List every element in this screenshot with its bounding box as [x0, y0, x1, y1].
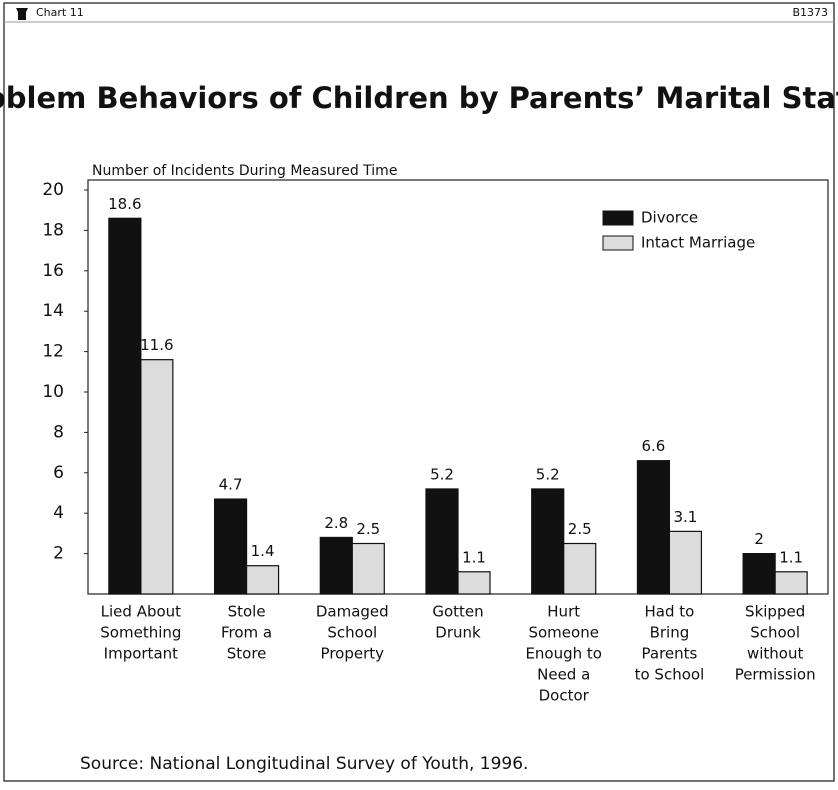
- y-tick-label: 2: [53, 544, 64, 564]
- bar: [668, 530, 703, 595]
- chart-title: Problem Behaviors of Children by Parents…: [0, 81, 838, 115]
- x-tick-label: Stole: [228, 603, 266, 621]
- bar: [245, 565, 280, 595]
- data-label: 1.4: [251, 542, 275, 560]
- bar: [774, 571, 808, 595]
- x-tick-label: Skipped: [745, 603, 805, 621]
- data-label: 2.8: [324, 514, 348, 532]
- bar: [108, 217, 142, 595]
- bar: [742, 552, 776, 595]
- y-tick-label: 12: [42, 342, 64, 362]
- legend-label: Intact Marriage: [641, 234, 755, 252]
- x-tick-label: Doctor: [539, 687, 590, 705]
- y-tick-label: 10: [42, 382, 64, 402]
- x-tick-label: Gotten: [432, 603, 483, 621]
- legend-swatch: [602, 235, 634, 251]
- data-label: 2.5: [356, 520, 380, 538]
- bar: [351, 542, 385, 595]
- bar: [140, 359, 174, 595]
- data-label: 4.7: [219, 476, 243, 494]
- x-tick-label: Something: [100, 624, 181, 642]
- bar: [457, 571, 491, 595]
- x-tick-label: Parents: [642, 645, 698, 663]
- x-tick-label: Important: [104, 645, 178, 663]
- source: Source: National Longitudinal Survey of …: [80, 754, 528, 774]
- data-label: 5.2: [536, 465, 560, 483]
- x-tick-label: Had to: [645, 603, 695, 621]
- x-tick-label: Enough to: [525, 645, 602, 663]
- x-tick-label: Damaged: [316, 603, 389, 621]
- bar: [636, 460, 671, 595]
- x-tick-label: Need a: [537, 666, 590, 684]
- x-tick-label: Someone: [528, 624, 598, 642]
- legend-label: Divorce: [641, 209, 698, 227]
- y-tick-label: 6: [53, 463, 64, 483]
- data-label: 6.6: [641, 437, 665, 455]
- bar: [213, 498, 248, 595]
- y-tick-label: 14: [42, 301, 64, 321]
- bar: [531, 488, 565, 595]
- x-tick-label: without: [747, 645, 804, 663]
- data-label: 18.6: [108, 195, 141, 213]
- bar: [425, 488, 459, 595]
- icon: [16, 8, 28, 20]
- chart-code: B1373: [792, 6, 828, 19]
- y-tick-label: 16: [42, 261, 64, 281]
- x-tick-label: Hurt: [547, 603, 580, 621]
- y-axis-label: Number of Incidents During Measured Time: [92, 163, 397, 179]
- data-label: 5.2: [430, 465, 454, 483]
- y-tick-label: 18: [42, 220, 64, 240]
- data-label: 3.1: [673, 508, 697, 526]
- x-tick-label: From a: [221, 624, 272, 642]
- data-label: 1.1: [462, 548, 486, 566]
- x-tick-label: Drunk: [435, 624, 481, 642]
- x-tick-label: Permission: [735, 666, 816, 684]
- x-tick-label: Store: [227, 645, 267, 663]
- x-tick-label: Lied About: [101, 603, 182, 621]
- y-tick-label: 4: [53, 503, 64, 523]
- x-tick-label: to School: [635, 666, 705, 684]
- y-tick-label: 20: [42, 180, 64, 200]
- y-tick-label: 8: [53, 422, 64, 442]
- x-tick-label: School: [750, 624, 800, 642]
- bar: [563, 542, 597, 595]
- bar: [319, 536, 353, 595]
- data-label: 11.6: [140, 336, 173, 354]
- legend-swatch: [602, 210, 634, 226]
- data-label: 2: [754, 530, 764, 548]
- x-tick-label: Property: [321, 645, 385, 663]
- chart-number: Chart 11: [36, 6, 84, 19]
- data-label: 2.5: [568, 520, 592, 538]
- x-tick-label: Bring: [650, 624, 690, 642]
- frame: [3, 2, 835, 782]
- data-label: 1.1: [779, 548, 803, 566]
- x-tick-label: School: [327, 624, 377, 642]
